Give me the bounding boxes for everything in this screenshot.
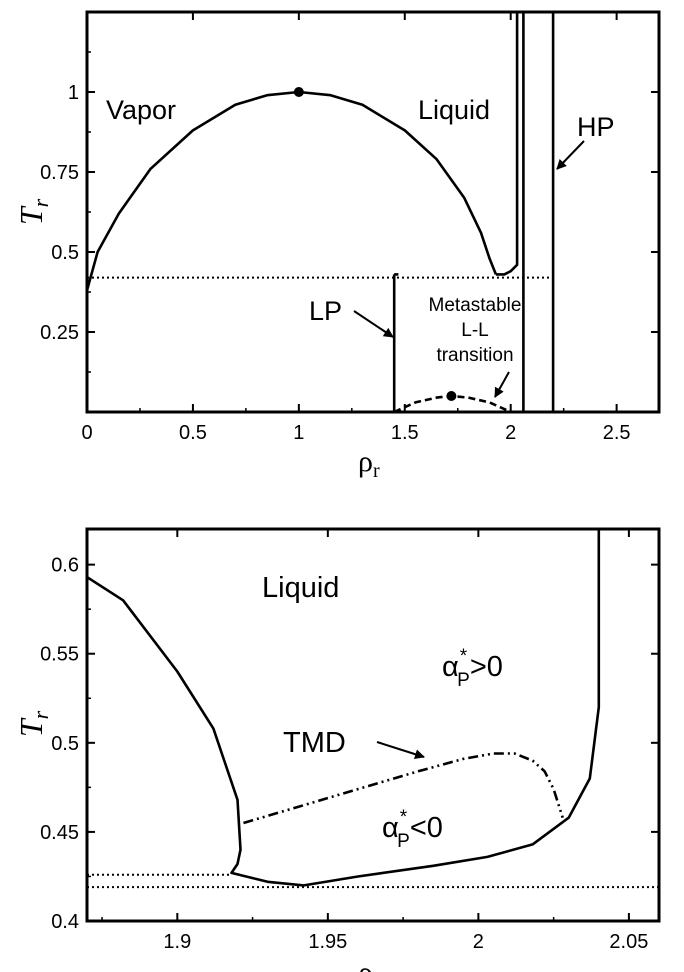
top-x-tick-label: 0 [81,422,92,444]
bottom-x-tick-label: 1.95 [308,931,347,953]
top-critical-point-0 [293,87,304,97]
bottom-label-tmd: TMD [283,727,346,759]
top-chart: 0 0.5 1 1.5 2 2.5 0.25 0.5 0.75 1 Vapor Liquid H… [13,10,661,482]
top-series-line-0-solid [87,90,498,291]
top-x-tick-label: 0.5 [179,422,207,444]
top-y-ticks: 0.25 0.5 0.75 1 [40,11,659,373]
bottom-plot-frame [85,527,661,923]
top-x-tick-label: 1.5 [391,422,419,444]
top-x-tick-label: 2 [505,422,516,444]
bottom-series-group [87,529,659,889]
top-y-axis-label: Tr [13,198,53,225]
top-series-line-1-solid [495,12,519,276]
bottom-y-tick-label: 0.6 [51,555,79,577]
top-x-tick-label: 1 [293,422,304,444]
top-y-tick-label: 0.75 [40,162,79,184]
bottom-series-line-0-solid [87,529,601,887]
top-label-liquid: Liquid [418,95,490,125]
top-x-ticks: 0 0.5 1 1.5 2 2.5 [81,12,631,444]
top-x-axis-label: ρr [358,445,380,482]
top-label-hp: HP [577,112,615,142]
hp-arrow [556,140,585,170]
lp-arrow [353,310,394,338]
top-y-tick-label: 1 [68,82,79,104]
bottom-y-tick-label: 0.4 [51,911,79,933]
top-x-tick-label: 2.5 [603,422,631,444]
bottom-x-tick-label: 2 [473,931,484,953]
top-y-tick-label: 0.25 [40,322,79,344]
bottom-label-alpha-negative: α* P<0 [382,807,443,852]
bottom-series-line-1-dashdotdot [243,752,564,825]
bottom-y-tick-label: 0.5 [51,733,79,755]
top-label-transition: transition [436,345,513,366]
top-series-group [87,12,555,412]
top-plot-frame [85,10,661,414]
top-y-tick-label: 0.5 [51,242,79,264]
bottom-label-alpha-positive: α* P>0 [442,646,503,691]
bottom-x-ticks: 1.9 1.95 2 2.05 [101,529,648,953]
bottom-x-axis-label: ρr [358,956,380,972]
top-critical-point-1 [446,391,457,401]
top-label-vapor: Vapor [106,95,176,125]
tmd-arrow [376,741,425,760]
bottom-x-tick-label: 2.05 [609,931,648,953]
top-label-ll: L-L [461,320,488,341]
bottom-label-liquid: Liquid [262,572,339,604]
bottom-chart: 1.9 1.95 2 2.05 0.4 0.45 0.5 0.55 0.6 Liquid α*… [13,527,661,972]
bottom-y-ticks: 0.4 0.45 0.5 0.55 0.6 [40,555,659,933]
bottom-y-axis-label: Tr [13,710,53,737]
top-label-lp: LP [309,296,342,326]
bottom-y-tick-label: 0.55 [40,644,79,666]
ll-transition-arrow [494,371,510,398]
bottom-y-tick-label: 0.45 [40,822,79,844]
top-points-group [293,87,457,401]
top-label-metastable: Metastable [429,295,522,316]
bottom-x-tick-label: 1.9 [163,931,191,953]
